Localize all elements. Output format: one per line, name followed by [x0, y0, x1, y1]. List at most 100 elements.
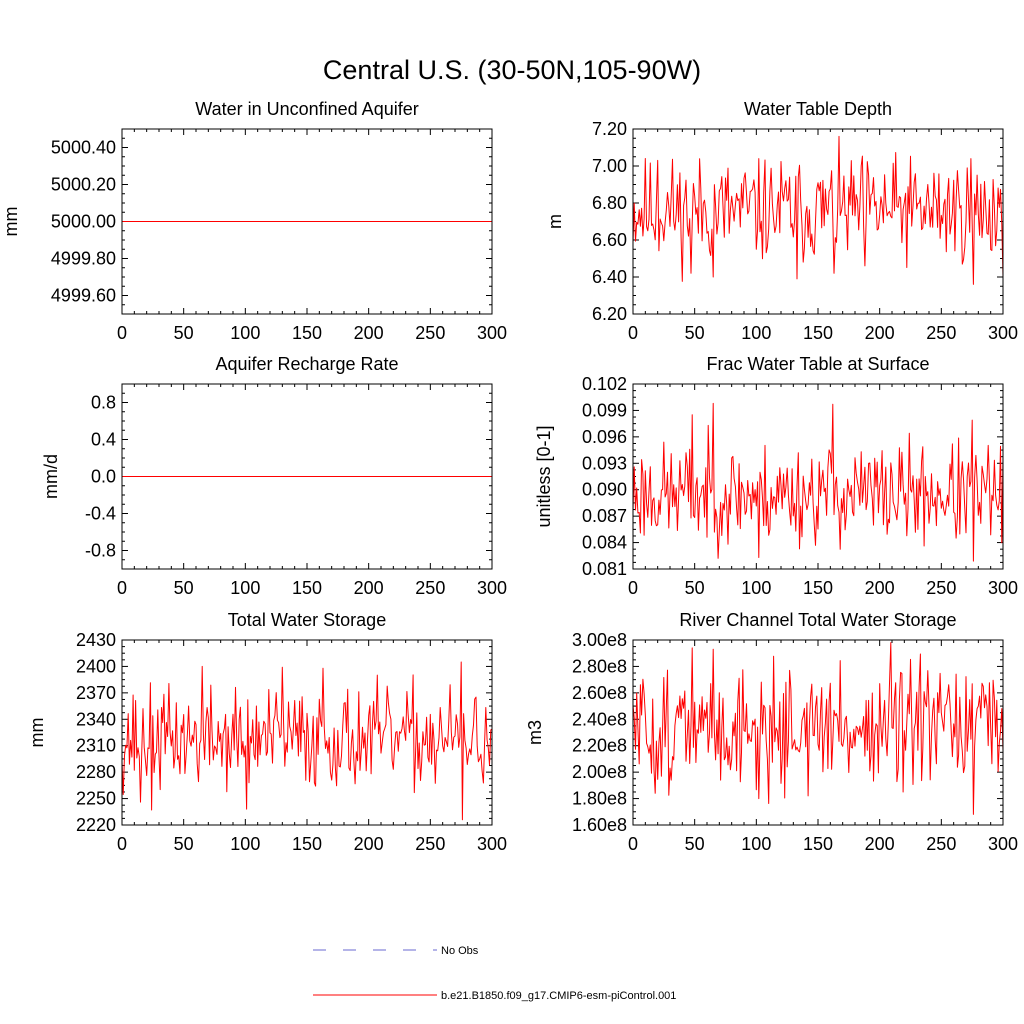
y-tick-label: 6.20: [592, 304, 627, 324]
figure-title: Central U.S. (30-50N,105-90W): [323, 55, 701, 85]
y-tick-label: 2400: [76, 656, 116, 676]
x-tick-label: 50: [685, 834, 705, 854]
series-line: [121, 661, 493, 821]
y-tick-label: 0.087: [582, 506, 627, 526]
panel-1: Water Table Depth m 0 50 100 150 200 250 300 6.20…: [545, 99, 1018, 343]
y-tick-label: 2220: [76, 815, 116, 835]
y-tick-label: 2.20e8: [572, 736, 627, 756]
panel-title: River Channel Total Water Storage: [679, 610, 956, 630]
x-tick-label: 0: [628, 323, 638, 343]
plot-frame: [632, 383, 1004, 570]
x-tick-label: 100: [741, 578, 771, 598]
x-tick-label: 150: [803, 578, 833, 598]
x-tick-label: 100: [230, 323, 260, 343]
x-tick-label: 0: [117, 578, 127, 598]
panel-2: Aquifer Recharge Rate mm/d 0 50 100 150 200 250…: [41, 354, 507, 598]
y-tick-label: 1.60e8: [572, 815, 627, 835]
x-tick-label: 300: [477, 578, 507, 598]
y-tick-label: 4999.80: [51, 249, 116, 269]
x-tick-label: 250: [926, 578, 956, 598]
y-axis-label: m3: [525, 720, 545, 745]
y-tick-label: 6.40: [592, 267, 627, 287]
y-tick-label: 5000.00: [51, 212, 116, 232]
plot-frame: [121, 383, 493, 570]
x-tick-label: 250: [415, 578, 445, 598]
y-tick-label: 0.102: [582, 374, 627, 394]
y-tick-label: 2280: [76, 762, 116, 782]
y-axis-label: m: [545, 214, 565, 229]
x-tick-label: 250: [415, 323, 445, 343]
x-tick-label: 150: [803, 323, 833, 343]
x-tick-label: 0: [117, 834, 127, 854]
panel-4: Total Water Storage mm 0 50 100 150 200 250 300 2…: [27, 610, 507, 854]
y-tick-label: 2.00e8: [572, 762, 627, 782]
y-tick-label: -0.4: [85, 504, 116, 524]
y-tick-label: 2430: [76, 630, 116, 650]
series-line: [632, 135, 1004, 285]
panel-3: Frac Water Table at Surface unitless [0-1…: [534, 354, 1018, 598]
x-tick-label: 200: [865, 578, 895, 598]
x-tick-label: 150: [803, 834, 833, 854]
y-tick-label: 4999.60: [51, 286, 116, 306]
plot-frame: [121, 639, 493, 826]
x-tick-label: 0: [117, 323, 127, 343]
x-tick-label: 50: [685, 578, 705, 598]
panel-title: Total Water Storage: [228, 610, 386, 630]
y-tick-label: 6.60: [592, 230, 627, 250]
y-tick-label: 0.090: [582, 480, 627, 500]
x-tick-label: 300: [988, 578, 1018, 598]
y-tick-label: 0.093: [582, 453, 627, 473]
y-tick-label: 2340: [76, 709, 116, 729]
legend-label-model: b.e21.B1850.f09_g17.CMIP6-esm-piControl.…: [441, 990, 676, 1002]
x-tick-label: 100: [230, 834, 260, 854]
x-tick-label: 300: [477, 323, 507, 343]
x-tick-label: 250: [926, 323, 956, 343]
panel-0: Water in Unconfined Aquifer mm 0 50 100 150 20…: [1, 99, 507, 343]
y-tick-label: 0.099: [582, 400, 627, 420]
y-tick-label: -0.8: [85, 541, 116, 561]
y-tick-label: 2.60e8: [572, 683, 627, 703]
y-tick-label: 1.80e8: [572, 789, 627, 809]
x-tick-label: 150: [292, 578, 322, 598]
y-tick-label: 0.084: [582, 533, 627, 553]
x-tick-label: 300: [988, 834, 1018, 854]
x-tick-label: 100: [230, 578, 260, 598]
x-tick-label: 50: [174, 578, 194, 598]
x-tick-label: 200: [865, 323, 895, 343]
y-tick-label: 2.80e8: [572, 656, 627, 676]
x-tick-label: 200: [354, 578, 384, 598]
y-tick-label: 2310: [76, 736, 116, 756]
x-tick-label: 200: [354, 323, 384, 343]
legend: No Obs b.e21.B1850.f09_g17.CMIP6-esm-piC…: [313, 945, 676, 1002]
legend-label-no-obs: No Obs: [441, 945, 479, 957]
y-tick-label: 7.00: [592, 156, 627, 176]
x-tick-label: 300: [988, 323, 1018, 343]
x-tick-label: 200: [354, 834, 384, 854]
x-tick-label: 100: [741, 834, 771, 854]
y-tick-label: 6.80: [592, 193, 627, 213]
y-tick-label: 2.40e8: [572, 709, 627, 729]
panel-title: Frac Water Table at Surface: [706, 354, 929, 374]
panel-title: Water in Unconfined Aquifer: [195, 99, 418, 119]
y-tick-label: 0.096: [582, 427, 627, 447]
y-tick-label: 5000.20: [51, 175, 116, 195]
y-axis-label: mm/d: [41, 454, 61, 499]
panel-title: Aquifer Recharge Rate: [215, 354, 398, 374]
x-tick-label: 300: [477, 834, 507, 854]
y-tick-label: 7.20: [592, 119, 627, 139]
y-tick-label: 0.8: [91, 393, 116, 413]
x-tick-label: 250: [415, 834, 445, 854]
y-tick-label: 2370: [76, 683, 116, 703]
series-line: [632, 402, 1004, 562]
x-tick-label: 200: [865, 834, 895, 854]
y-tick-label: 0.4: [91, 430, 116, 450]
x-tick-label: 250: [926, 834, 956, 854]
panel-5: River Channel Total Water Storage m3 0 50 10…: [525, 610, 1018, 854]
y-axis-label: unitless [0-1]: [534, 425, 554, 527]
y-axis-label: mm: [27, 718, 47, 748]
panels: Water in Unconfined Aquifer mm 0 50 100 150 20…: [1, 99, 1018, 854]
x-tick-label: 100: [741, 323, 771, 343]
plot-frame: [632, 128, 1004, 315]
y-tick-label: 3.00e8: [572, 630, 627, 650]
